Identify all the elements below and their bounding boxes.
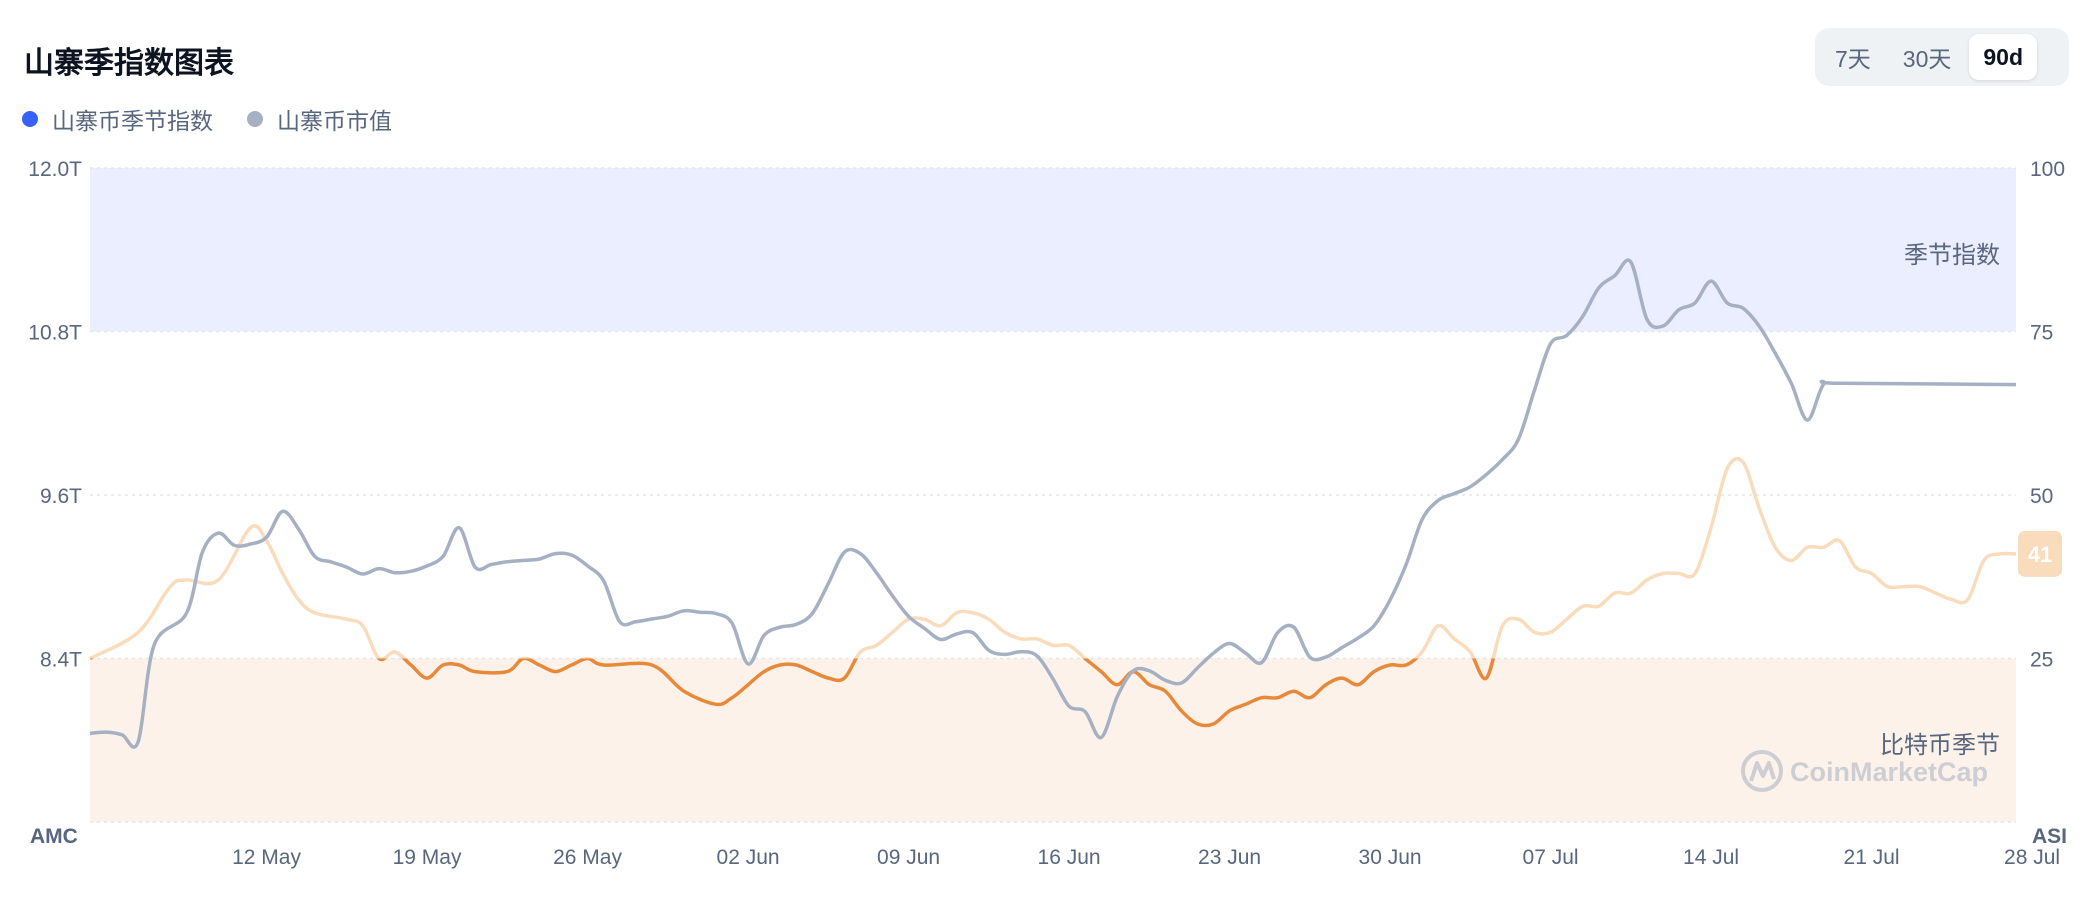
x-axis-tick: 09 Jun [877, 846, 940, 869]
altseason-index-line [89, 456, 2017, 659]
chart-title: 山寨季指数图表 [24, 47, 234, 80]
x-axis-tick: 30 Jun [1359, 846, 1422, 869]
chart-legend: 山寨币季节指数 山寨币市值 [22, 102, 392, 136]
left-axis-tick: 9.6T [40, 485, 82, 508]
bitcoin-season-band [90, 658, 2016, 822]
x-axis-tick: 21 Jul [1844, 846, 1900, 869]
right-axis-tick: 50 [2030, 485, 2053, 508]
x-axis-tick: 14 Jul [1683, 846, 1739, 869]
right-axis-tick: 100 [2030, 158, 2065, 181]
legend-item-altcoin-market-cap[interactable]: 山寨币市值 [247, 102, 392, 136]
x-axis-tick: 23 Jun [1198, 846, 1261, 869]
time-range-toggle: 7天 30天 90d [1815, 28, 2069, 86]
coinmarketcap-logo-icon: CoinMarketCap [1741, 750, 1988, 792]
left-axis-label: AMC [30, 825, 78, 848]
x-axis-tick: 16 Jun [1038, 846, 1101, 869]
watermark-text: CoinMarketCap [1790, 757, 1988, 787]
watermark-mark [1749, 761, 1776, 782]
altseason-index-line-bitcoin-season [90, 658, 1496, 728]
range-button-7d[interactable]: 7天 [1835, 46, 1871, 72]
left-axis-tick: 8.4T [40, 649, 82, 672]
legend-label-altcoin-market-cap: 山寨币市值 [277, 108, 392, 134]
legend-item-altseason-index[interactable]: 山寨币季节指数 [22, 102, 213, 136]
left-axis-tick: 10.8T [28, 322, 82, 345]
altseason-band-label: 季节指数 [1904, 242, 2000, 269]
left-axis-tick: 12.0T [28, 158, 82, 181]
x-axis-tick: 28 Jul [2004, 846, 2060, 869]
x-axis-tick: 07 Jul [1523, 846, 1579, 869]
right-axis-tick: 25 [2030, 649, 2053, 672]
legend-label-altseason-index: 山寨币季节指数 [52, 108, 213, 134]
legend-dot-gray-icon [247, 111, 263, 127]
right-axis-tick: 75 [2030, 322, 2053, 345]
bitcoin-season-band-label: 比特币季节 [1880, 732, 2000, 759]
right-axis-label: ASI [2032, 825, 2067, 848]
current-index-badge [2018, 530, 2062, 577]
altcoin-market-cap-line [89, 258, 2017, 749]
x-axis-tick: 12 May [232, 846, 301, 869]
range-button-30d[interactable]: 30天 [1902, 46, 1952, 72]
altseason-band [90, 168, 2016, 332]
x-axis-tick: 26 May [553, 846, 622, 869]
current-index-badge-text: 41 [2028, 542, 2052, 567]
watermark-circle [1741, 750, 1783, 792]
legend-dot-blue-icon [22, 111, 38, 127]
range-button-90d[interactable]: 90d [1969, 34, 2038, 80]
x-axis-tick: 19 May [393, 846, 462, 869]
x-axis-tick: 02 Jun [717, 846, 780, 869]
